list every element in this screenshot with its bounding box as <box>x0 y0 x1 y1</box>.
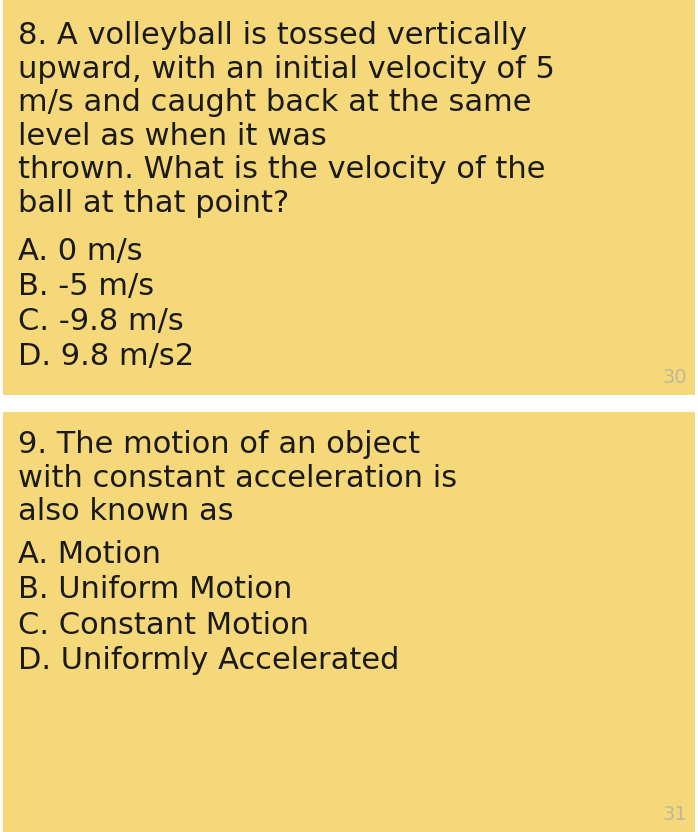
FancyBboxPatch shape <box>3 0 695 395</box>
Text: 31: 31 <box>662 805 687 824</box>
Text: 30: 30 <box>662 368 687 387</box>
Text: C. -9.8 m/s: C. -9.8 m/s <box>18 307 184 336</box>
Text: A. 0 m/s: A. 0 m/s <box>18 236 142 265</box>
Text: 8. A volleyball is tossed vertically
upward, with an initial velocity of 5
m/s a: 8. A volleyball is tossed vertically upw… <box>18 21 555 218</box>
Text: A. Motion: A. Motion <box>18 540 161 569</box>
Text: 9. The motion of an object
with constant acceleration is
also known as: 9. The motion of an object with constant… <box>18 430 457 526</box>
Text: D. 9.8 m/s2: D. 9.8 m/s2 <box>18 342 194 371</box>
FancyBboxPatch shape <box>3 412 695 832</box>
Text: B. -5 m/s: B. -5 m/s <box>18 272 154 301</box>
Text: B. Uniform Motion: B. Uniform Motion <box>18 576 292 604</box>
Text: C. Constant Motion: C. Constant Motion <box>18 611 309 640</box>
Text: D. Uniformly Accelerated: D. Uniformly Accelerated <box>18 646 399 675</box>
